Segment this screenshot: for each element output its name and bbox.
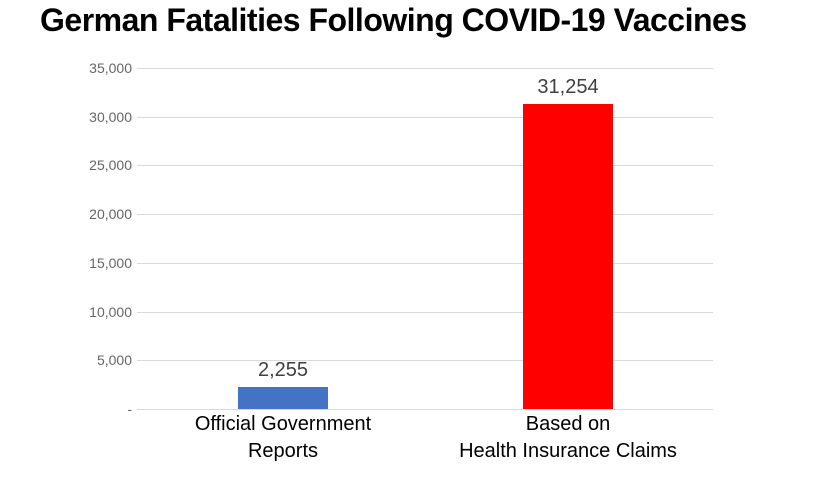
y-axis-tick-label: 25,000 (89, 157, 132, 173)
gridline (137, 214, 713, 215)
y-axis-tick-label: 30,000 (89, 109, 132, 125)
y-axis-tick-label: - (127, 401, 132, 417)
y-axis-tick-label: 20,000 (89, 206, 132, 222)
bar-official-government-reports[interactable] (238, 387, 328, 409)
chart-title: German Fatalities Following COVID-19 Vac… (40, 2, 747, 38)
gridline (137, 117, 713, 118)
y-axis-tick-label: 15,000 (89, 255, 132, 271)
y-axis-tick-label: 5,000 (96, 352, 132, 368)
value-label-official-government-reports: 2,255 (257, 359, 309, 381)
gridline (137, 165, 713, 166)
x-axis-label-official-government-reports: Official Government Reports (194, 413, 372, 462)
gridline (137, 360, 713, 361)
plot-area: 2,255 31,254 (137, 68, 713, 410)
value-label-health-insurance-claims: 31,254 (537, 76, 599, 98)
y-axis-tick-label: 35,000 (89, 60, 132, 76)
y-axis: - 5,000 10,000 15,000 20,000 25,000 30,000 35,0… (40, 60, 132, 417)
gridline (137, 263, 713, 264)
gridlines-layer (137, 68, 713, 409)
bar-health-insurance-claims[interactable] (523, 104, 613, 409)
gridline (137, 68, 713, 69)
y-axis-tick-label: 10,000 (89, 304, 132, 320)
x-axis-label-health-insurance-claims: Based on Health Insurance Claims (459, 413, 677, 462)
gridline (137, 312, 713, 313)
